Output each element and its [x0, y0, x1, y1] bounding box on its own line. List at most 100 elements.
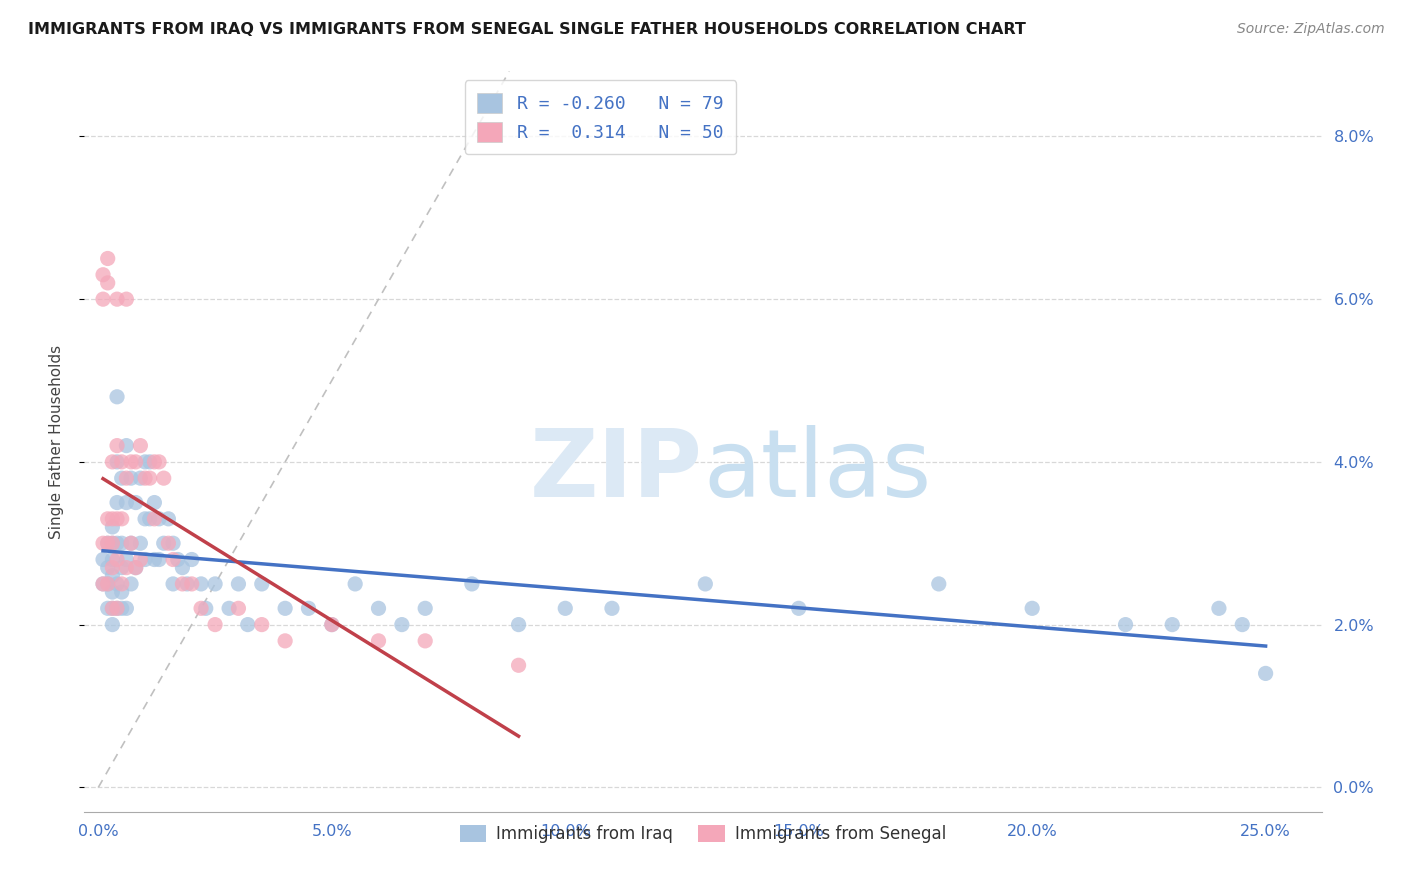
Point — [236, 617, 259, 632]
Point — [115, 552, 138, 566]
Point — [554, 601, 576, 615]
Point — [143, 552, 166, 566]
Point — [120, 577, 142, 591]
Point — [162, 536, 184, 550]
Point — [101, 520, 124, 534]
Point — [105, 601, 128, 615]
Point — [250, 577, 273, 591]
Point — [190, 577, 212, 591]
Point — [162, 577, 184, 591]
Point — [344, 577, 367, 591]
Point — [101, 617, 124, 632]
Point — [148, 455, 170, 469]
Point — [695, 577, 717, 591]
Point — [105, 577, 128, 591]
Point — [152, 471, 174, 485]
Point — [1161, 617, 1184, 632]
Point — [115, 560, 138, 574]
Legend: Immigrants from Iraq, Immigrants from Senegal: Immigrants from Iraq, Immigrants from Se… — [451, 817, 955, 852]
Point — [787, 601, 810, 615]
Point — [218, 601, 240, 615]
Point — [228, 577, 250, 591]
Point — [1254, 666, 1277, 681]
Point — [111, 601, 134, 615]
Point — [166, 552, 188, 566]
Point — [91, 552, 114, 566]
Point — [97, 276, 120, 290]
Point — [413, 601, 436, 615]
Point — [274, 601, 297, 615]
Point — [143, 512, 166, 526]
Point — [162, 552, 184, 566]
Point — [120, 536, 142, 550]
Point — [111, 471, 134, 485]
Point — [105, 439, 128, 453]
Point — [152, 536, 174, 550]
Point — [105, 455, 128, 469]
Point — [105, 552, 128, 566]
Point — [115, 292, 138, 306]
Point — [101, 512, 124, 526]
Point — [508, 658, 530, 673]
Point — [1115, 617, 1137, 632]
Point — [115, 495, 138, 509]
Point — [134, 512, 156, 526]
Point — [297, 601, 319, 615]
Point — [204, 617, 226, 632]
Point — [101, 585, 124, 599]
Point — [176, 577, 198, 591]
Point — [97, 577, 120, 591]
Point — [91, 577, 114, 591]
Point — [321, 617, 343, 632]
Point — [129, 471, 152, 485]
Point — [180, 577, 202, 591]
Point — [91, 536, 114, 550]
Point — [97, 252, 120, 266]
Point — [138, 512, 160, 526]
Point — [143, 455, 166, 469]
Point — [111, 455, 134, 469]
Point — [367, 601, 389, 615]
Point — [143, 495, 166, 509]
Point — [172, 560, 194, 574]
Point — [129, 552, 152, 566]
Point — [101, 552, 124, 566]
Point — [125, 455, 148, 469]
Point — [274, 633, 297, 648]
Point — [101, 601, 124, 615]
Point — [1208, 601, 1230, 615]
Point — [125, 495, 148, 509]
Point — [134, 455, 156, 469]
Point — [138, 455, 160, 469]
Point — [97, 512, 120, 526]
Point — [125, 560, 148, 574]
Point — [91, 577, 114, 591]
Point — [111, 536, 134, 550]
Text: Source: ZipAtlas.com: Source: ZipAtlas.com — [1237, 22, 1385, 37]
Point — [129, 439, 152, 453]
Point — [101, 536, 124, 550]
Text: ZIP: ZIP — [530, 425, 703, 517]
Point — [101, 560, 124, 574]
Point — [194, 601, 217, 615]
Point — [101, 601, 124, 615]
Point — [115, 471, 138, 485]
Point — [1232, 617, 1254, 632]
Point — [97, 560, 120, 574]
Point — [115, 601, 138, 615]
Point — [105, 292, 128, 306]
Point — [928, 577, 950, 591]
Point — [157, 536, 180, 550]
Point — [105, 536, 128, 550]
Point — [105, 601, 128, 615]
Point — [321, 617, 343, 632]
Text: IMMIGRANTS FROM IRAQ VS IMMIGRANTS FROM SENEGAL SINGLE FATHER HOUSEHOLDS CORRELA: IMMIGRANTS FROM IRAQ VS IMMIGRANTS FROM … — [28, 22, 1026, 37]
Point — [129, 536, 152, 550]
Point — [97, 536, 120, 550]
Point — [111, 585, 134, 599]
Point — [91, 292, 114, 306]
Point — [134, 552, 156, 566]
Point — [111, 512, 134, 526]
Point — [228, 601, 250, 615]
Point — [97, 536, 120, 550]
